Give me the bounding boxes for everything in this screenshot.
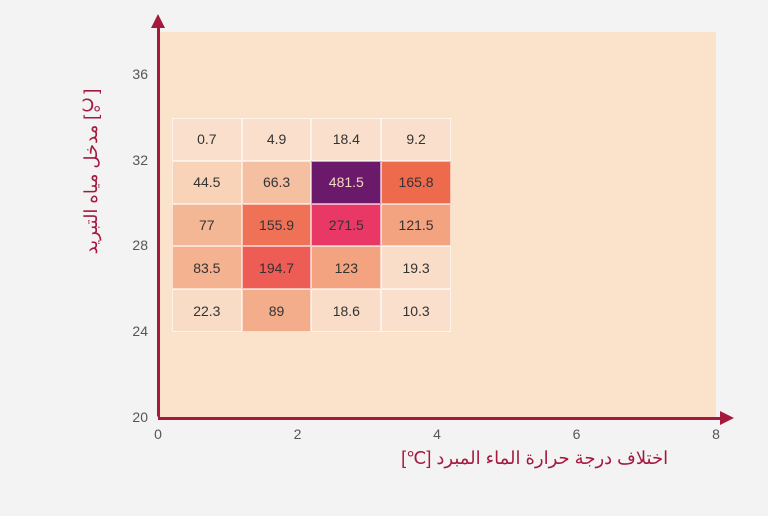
y-axis-label: مدخل مياه التبريد [℃] <box>80 52 102 291</box>
x-tick: 4 <box>422 426 452 442</box>
y-axis-arrow <box>151 14 165 28</box>
x-tick: 6 <box>562 426 592 442</box>
heatmap-cell: 9.2 <box>381 118 451 161</box>
heatmap-cell: 77 <box>172 204 242 247</box>
heatmap-cell: 155.9 <box>242 204 312 247</box>
heatmap-cell: 19.3 <box>381 246 451 289</box>
heatmap-cell: 66.3 <box>242 161 312 204</box>
heatmap-cell: 121.5 <box>381 204 451 247</box>
y-tick: 28 <box>118 237 148 253</box>
x-axis-label: اختلاف درجة حرارة الماء المبرد [℃] <box>353 448 716 469</box>
heatmap-cell: 123 <box>311 246 381 289</box>
heatmap-cell: 22.3 <box>172 289 242 332</box>
x-axis-arrow <box>720 411 734 425</box>
y-tick: 24 <box>118 323 148 339</box>
y-axis-line <box>157 26 160 418</box>
x-tick: 2 <box>283 426 313 442</box>
heatmap-cell: 271.5 <box>311 204 381 247</box>
heatmap-cell: 4.9 <box>242 118 312 161</box>
heatmap-cell: 194.7 <box>242 246 312 289</box>
heatmap-cell: 165.8 <box>381 161 451 204</box>
heatmap-cell: 10.3 <box>381 289 451 332</box>
x-tick: 0 <box>143 426 173 442</box>
y-tick: 20 <box>118 409 148 425</box>
heatmap-cell: 18.4 <box>311 118 381 161</box>
heatmap-cell: 18.6 <box>311 289 381 332</box>
x-tick: 8 <box>701 426 731 442</box>
heatmap-cell: 44.5 <box>172 161 242 204</box>
heatmap-cell: 89 <box>242 289 312 332</box>
heatmap-cell: 481.5 <box>311 161 381 204</box>
heatmap-cell: 83.5 <box>172 246 242 289</box>
y-tick: 32 <box>118 152 148 168</box>
x-axis-line <box>158 417 722 420</box>
heatmap-cell: 0.7 <box>172 118 242 161</box>
y-tick: 36 <box>118 66 148 82</box>
